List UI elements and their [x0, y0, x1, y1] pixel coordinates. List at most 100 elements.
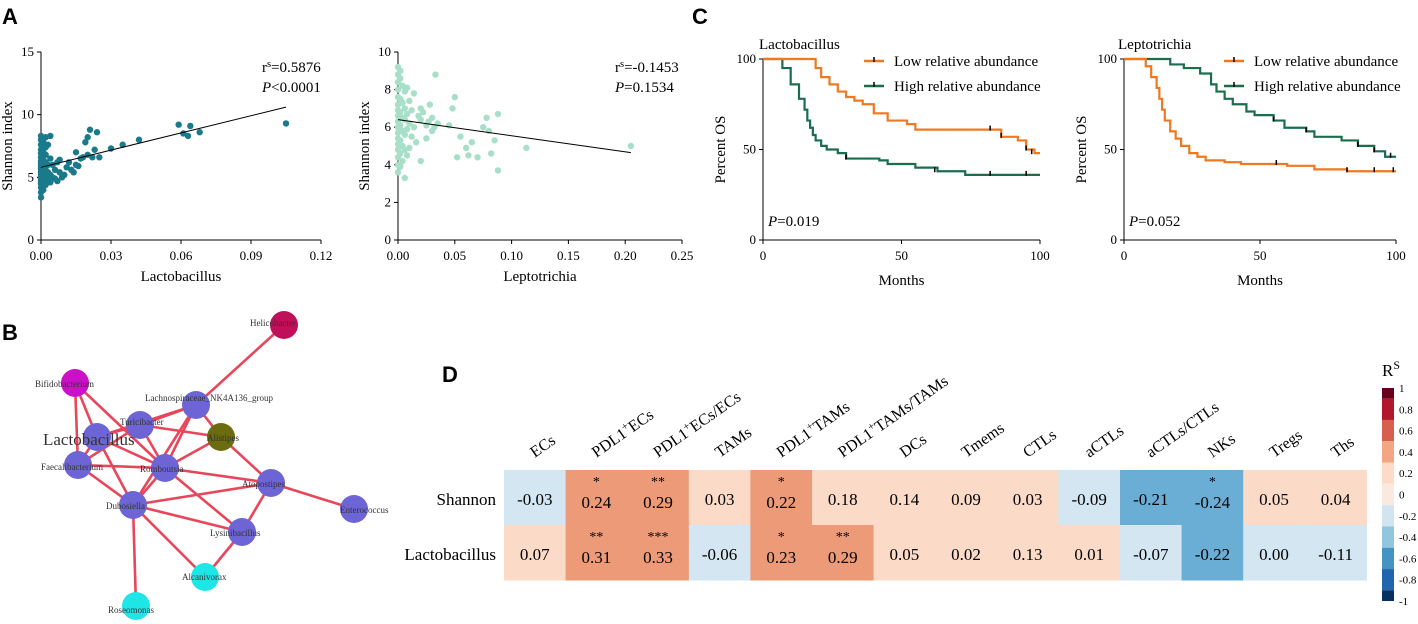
scatter-1-x-tick-label: 0.12	[310, 248, 333, 263]
network-node-bifidobacterium	[61, 369, 89, 397]
scatter-2-point	[394, 169, 402, 176]
scatter-2-y-tick-label: 4	[385, 157, 392, 172]
heatmap-column-label: ECs	[527, 432, 559, 461]
heatmap-value-label: 0.18	[828, 490, 858, 509]
heatmap-cell	[1181, 470, 1244, 526]
panel-a-scatter-plots: 0.00 0.03 0.06 0.09 0.12 0 5 10 15 Lactobacillus S…	[0, 44, 693, 285]
scatter-2-point	[410, 124, 418, 131]
network-node-atopostipes	[257, 469, 285, 497]
heatmap-value-label: -0.06	[702, 545, 737, 564]
km-2-legend-label-1: High relative abundance	[1254, 79, 1401, 95]
scatter-1-y-tick-label: 0	[28, 232, 35, 247]
heatmap-column-label: Ths	[1328, 434, 1357, 462]
colorbar-segment	[1382, 569, 1394, 591]
scatter-2-point	[401, 105, 409, 112]
heatmap-column-suffix: TAMs/TAMs	[872, 373, 952, 436]
heatmap-cell	[1058, 470, 1121, 526]
km-1-y-tick-label: 100	[737, 51, 757, 66]
scatter-2-point	[397, 122, 404, 129]
heatmap-significance: *	[1209, 475, 1216, 490]
colorbar-segment	[1382, 441, 1394, 463]
heatmap-value-label: 0.03	[705, 490, 735, 509]
scatter-1-point	[40, 186, 47, 194]
heatmap-cell	[504, 470, 567, 526]
km-2-p-symbol: P	[1128, 214, 1138, 230]
scatter-2-point	[449, 105, 456, 112]
scatter-1-p-symbol: P	[261, 80, 271, 96]
heatmap-column-base: Ths	[1328, 434, 1357, 462]
scatter-1-point	[61, 171, 68, 179]
colorbar-tick-label: -0.4	[1399, 532, 1417, 544]
heatmap-value-label: 0.00	[1259, 545, 1289, 564]
heatmap-value-label: -0.24	[1195, 493, 1231, 512]
scatter-2-point	[397, 75, 404, 82]
heatmap-column-label: aCTLs	[1082, 422, 1127, 461]
heatmap-column-base: Tregs	[1267, 427, 1306, 462]
colorbar-segment	[1382, 388, 1394, 399]
scatter-2-y-tick-label: 10	[378, 44, 391, 59]
colorbar-tick-label: 0.4	[1399, 447, 1413, 459]
scatter-2-point	[408, 107, 415, 114]
km-1-x-tick-label: 100	[1030, 248, 1050, 263]
km-1-x-tick-label: 50	[895, 248, 908, 263]
scatter-2-point	[403, 125, 411, 133]
scatter-1-y-tick-label: 15	[21, 44, 34, 59]
scatter-2-r-symbol: r	[615, 60, 620, 76]
km-2-x-tick-label: 0	[1121, 248, 1128, 263]
scatter-1-r-value: =0.5876	[271, 60, 321, 76]
scatter-2-point	[397, 108, 404, 116]
heatmap-value-label: 0.05	[890, 545, 920, 564]
scatter-2-point	[423, 135, 430, 142]
km-1-y-label: Percent OS	[713, 116, 729, 184]
network-node-alistipes	[207, 423, 235, 451]
colorbar-segment	[1382, 419, 1394, 442]
scatter-2-p-value: =0.1534	[624, 80, 674, 96]
heatmap-column-base: NKs	[1205, 431, 1239, 462]
scatter-1-point	[184, 132, 192, 140]
scatter-2-x-tick-label: 0.25	[671, 248, 694, 263]
network-edge	[74, 382, 166, 469]
heatmap-cell	[996, 525, 1059, 581]
scatter-1-point	[82, 139, 89, 146]
km-2-y-label: Percent OS	[1074, 116, 1090, 184]
heatmap-row-label: Shannon	[437, 490, 497, 509]
scatter-2-x-tick-label: 0.10	[500, 248, 523, 263]
panel-label-d: D	[442, 362, 458, 387]
km-1-x-label: Months	[879, 273, 925, 289]
scatter-2-point	[627, 142, 635, 150]
scatter-1-point	[56, 156, 63, 163]
heatmap-significance: **	[589, 530, 603, 545]
scatter-2-y-label: Shannon index	[357, 101, 373, 191]
scatter-2-x-tick-label: 0.15	[557, 248, 580, 263]
scatter-2-point	[419, 108, 427, 116]
heatmap-cell	[1120, 525, 1183, 581]
heatmap-value-label: 0.24	[582, 493, 612, 512]
heatmap-cell	[1181, 525, 1244, 581]
colorbar-segment	[1382, 505, 1394, 527]
km-1-p-value: P=0.019	[767, 214, 819, 230]
network-label-romboutsia: Romboutsia	[140, 464, 184, 474]
network-node-romboutsia	[151, 454, 179, 482]
heatmap-cell	[750, 525, 813, 581]
scatter-2-y-tick-label: 6	[385, 119, 392, 134]
heatmap-cell	[812, 470, 875, 526]
scatter-1-x-tick-label: 0.09	[240, 248, 263, 263]
km-2-x-label: Months	[1237, 273, 1283, 289]
km-1-x-tick-label: 0	[760, 248, 767, 263]
scatter-2-point	[397, 67, 404, 75]
km-2-legend-label-0: Low relative abundance	[1254, 54, 1398, 70]
heatmap-cell	[688, 470, 751, 526]
scatter-1-x-tick-label: 0.03	[100, 248, 123, 263]
heatmap-column-base: aCTLs	[1082, 422, 1127, 461]
scatter-2-fit-line	[397, 119, 631, 154]
heatmap-value-label: 0.01	[1074, 545, 1104, 564]
heatmap-value-label: 0.05	[1259, 490, 1289, 509]
heatmap-column-label: Tregs	[1267, 427, 1306, 462]
scatter-1-point	[47, 155, 54, 162]
scatter-1-point	[187, 122, 194, 130]
panel-label-a: A	[2, 4, 18, 29]
heatmap-cell	[627, 470, 690, 526]
scatter-2-point	[487, 150, 495, 157]
heatmap-cell	[1058, 525, 1121, 581]
heatmap-value-label: 0.22	[766, 493, 796, 512]
